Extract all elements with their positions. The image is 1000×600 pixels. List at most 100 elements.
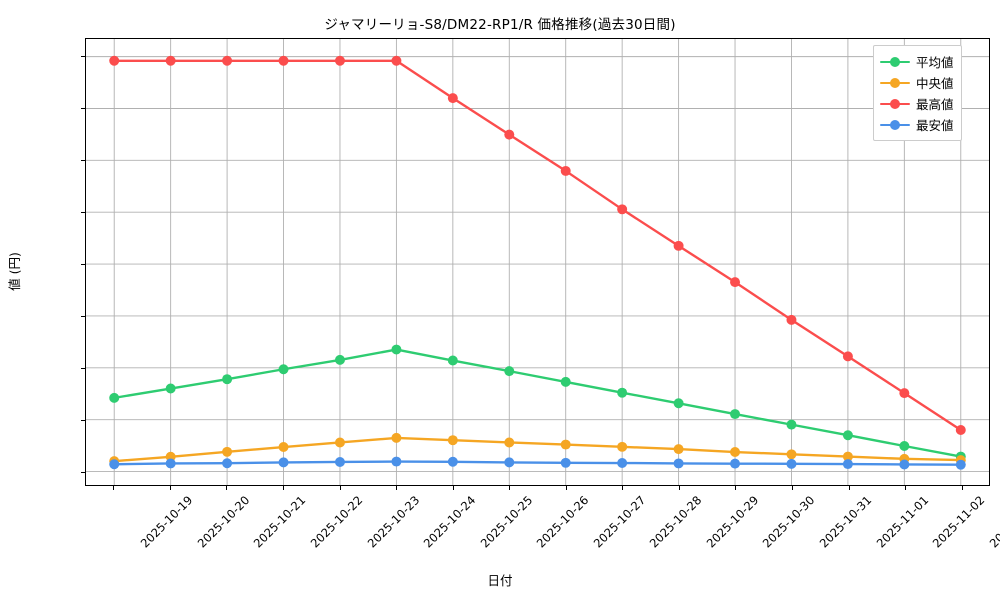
chart-legend: 平均値中央値最高値最安値 bbox=[873, 45, 962, 141]
data-point bbox=[786, 449, 797, 460]
x-tick-label: 2025-10-20 bbox=[194, 493, 253, 551]
y-axis-label: 値 (円) bbox=[6, 252, 22, 291]
x-tick-mark bbox=[565, 486, 567, 490]
legend-label: 平均値 bbox=[916, 55, 954, 70]
x-tick-label: 2025-11-02 bbox=[929, 493, 988, 551]
data-point bbox=[109, 392, 120, 403]
data-point bbox=[165, 458, 176, 469]
data-point bbox=[842, 451, 853, 462]
data-point bbox=[222, 374, 233, 385]
data-point bbox=[730, 458, 741, 469]
data-point bbox=[504, 129, 515, 140]
legend-label: 中央値 bbox=[916, 76, 954, 91]
x-tick-label: 2025-11-01 bbox=[873, 493, 931, 551]
data-point bbox=[278, 364, 289, 375]
x-tick-mark bbox=[735, 486, 737, 490]
series-line bbox=[113, 59, 962, 432]
x-tick-mark bbox=[113, 486, 115, 490]
data-point bbox=[334, 55, 345, 66]
data-point bbox=[730, 277, 741, 288]
data-point bbox=[222, 458, 233, 469]
series-line bbox=[113, 460, 962, 466]
data-point bbox=[899, 388, 910, 399]
data-point bbox=[504, 437, 515, 448]
legend-item[interactable]: 最安値 bbox=[880, 114, 954, 135]
legend-marker-icon bbox=[880, 118, 910, 132]
data-point bbox=[730, 447, 741, 457]
data-point bbox=[165, 383, 176, 394]
data-point bbox=[617, 387, 628, 398]
legend-item[interactable]: 中央値 bbox=[880, 72, 954, 93]
data-point bbox=[334, 437, 345, 448]
x-tick-label: 2025-10-25 bbox=[477, 493, 535, 551]
x-tick-mark bbox=[678, 486, 680, 490]
grid-lines bbox=[86, 39, 989, 485]
data-point bbox=[842, 351, 853, 362]
x-tick-mark bbox=[169, 486, 171, 490]
chart-title: ジャマリーリョ-S8/DM22-RP1/R 価格推移(過去30日間) bbox=[324, 17, 676, 33]
data-point bbox=[222, 446, 233, 457]
data-point bbox=[955, 459, 966, 470]
data-point bbox=[786, 314, 797, 325]
data-point bbox=[842, 430, 853, 441]
legend-item[interactable]: 平均値 bbox=[880, 51, 954, 72]
data-point bbox=[504, 457, 515, 468]
x-axis-label: 日付 bbox=[487, 573, 513, 588]
series-line bbox=[113, 348, 962, 458]
x-tick-label: 2025-10-24 bbox=[420, 493, 479, 551]
x-tick-mark bbox=[452, 486, 454, 490]
legend-marker-icon bbox=[880, 55, 910, 69]
data-point bbox=[673, 444, 684, 455]
data-point bbox=[673, 398, 684, 409]
data-point bbox=[786, 458, 797, 469]
legend-label: 最安値 bbox=[916, 118, 954, 133]
x-tick-label: 2025-10-21 bbox=[251, 493, 309, 551]
legend-marker-icon bbox=[880, 97, 910, 111]
data-point bbox=[278, 457, 289, 468]
data-point bbox=[560, 457, 571, 468]
data-point bbox=[447, 355, 458, 366]
data-point bbox=[955, 425, 966, 436]
data-point bbox=[447, 93, 458, 104]
data-point bbox=[109, 55, 120, 66]
x-tick-label: 2025-10-29 bbox=[703, 493, 762, 551]
x-tick-label: 2025-10-27 bbox=[590, 493, 649, 551]
x-tick-label: 2025-10-22 bbox=[307, 493, 366, 551]
data-point bbox=[899, 459, 910, 470]
data-point bbox=[278, 442, 289, 453]
data-point bbox=[617, 458, 628, 468]
x-tick-mark bbox=[848, 486, 850, 490]
x-tick-mark bbox=[339, 486, 341, 490]
data-point bbox=[391, 432, 402, 443]
data-point bbox=[334, 456, 345, 467]
data-point bbox=[504, 366, 515, 377]
x-tick-mark bbox=[282, 486, 284, 490]
data-series-layer bbox=[109, 55, 966, 470]
x-tick-label: 2025-10-23 bbox=[364, 493, 422, 551]
data-point bbox=[391, 344, 402, 355]
data-point bbox=[278, 55, 289, 66]
data-point bbox=[391, 55, 402, 66]
data-point bbox=[786, 419, 797, 430]
x-tick-mark bbox=[226, 486, 228, 490]
x-tick-mark bbox=[961, 486, 963, 490]
data-point bbox=[617, 204, 628, 215]
x-tick-mark bbox=[509, 486, 511, 490]
data-point bbox=[673, 240, 684, 251]
x-tick-mark bbox=[396, 486, 398, 490]
legend-item[interactable]: 最高値 bbox=[880, 93, 954, 114]
plot-area bbox=[85, 38, 990, 486]
x-tick-label: 2025-10-31 bbox=[816, 493, 875, 551]
x-tick-mark bbox=[905, 486, 907, 490]
x-tick-label: 2025-11-03 bbox=[986, 493, 1000, 551]
data-point bbox=[447, 456, 458, 467]
data-point bbox=[673, 458, 684, 469]
data-point bbox=[730, 409, 741, 420]
data-point bbox=[334, 354, 345, 365]
x-tick-mark bbox=[622, 486, 624, 490]
data-point bbox=[560, 376, 571, 387]
series-line bbox=[113, 436, 962, 463]
data-point bbox=[165, 55, 176, 66]
data-point bbox=[447, 435, 458, 446]
